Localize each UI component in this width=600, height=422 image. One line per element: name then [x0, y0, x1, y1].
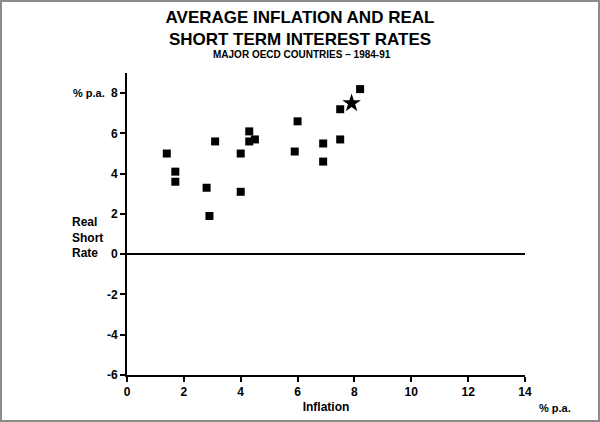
svg-text:6: 6	[294, 385, 301, 399]
svg-text:AVERAGE INFLATION AND REALSHOR: AVERAGE INFLATION AND REALSHORT TERM INT…	[166, 8, 435, 49]
svg-text:2: 2	[111, 207, 118, 221]
svg-text:-4: -4	[107, 328, 118, 342]
svg-text:RealShortRate: RealShortRate	[72, 215, 103, 260]
svg-text:4: 4	[111, 167, 118, 181]
svg-text:12: 12	[461, 385, 475, 399]
svg-text:% p.a.: % p.a.	[73, 87, 105, 99]
svg-text:Inflation: Inflation	[303, 400, 350, 414]
svg-text:14: 14	[518, 385, 532, 399]
svg-text:6: 6	[111, 127, 118, 141]
svg-text:10: 10	[405, 385, 419, 399]
svg-text:8: 8	[351, 385, 358, 399]
svg-text:MAJOR OECD COUNTRIES – 1984-91: MAJOR OECD COUNTRIES – 1984-91	[213, 49, 391, 60]
svg-text:-6: -6	[107, 368, 118, 382]
svg-text:-2: -2	[107, 288, 118, 302]
svg-text:2: 2	[181, 385, 188, 399]
svg-text:8: 8	[111, 86, 118, 100]
svg-text:0: 0	[111, 247, 118, 261]
svg-text:% p.a.: % p.a.	[539, 402, 571, 414]
svg-text:0: 0	[124, 385, 131, 399]
svg-text:4: 4	[237, 385, 244, 399]
